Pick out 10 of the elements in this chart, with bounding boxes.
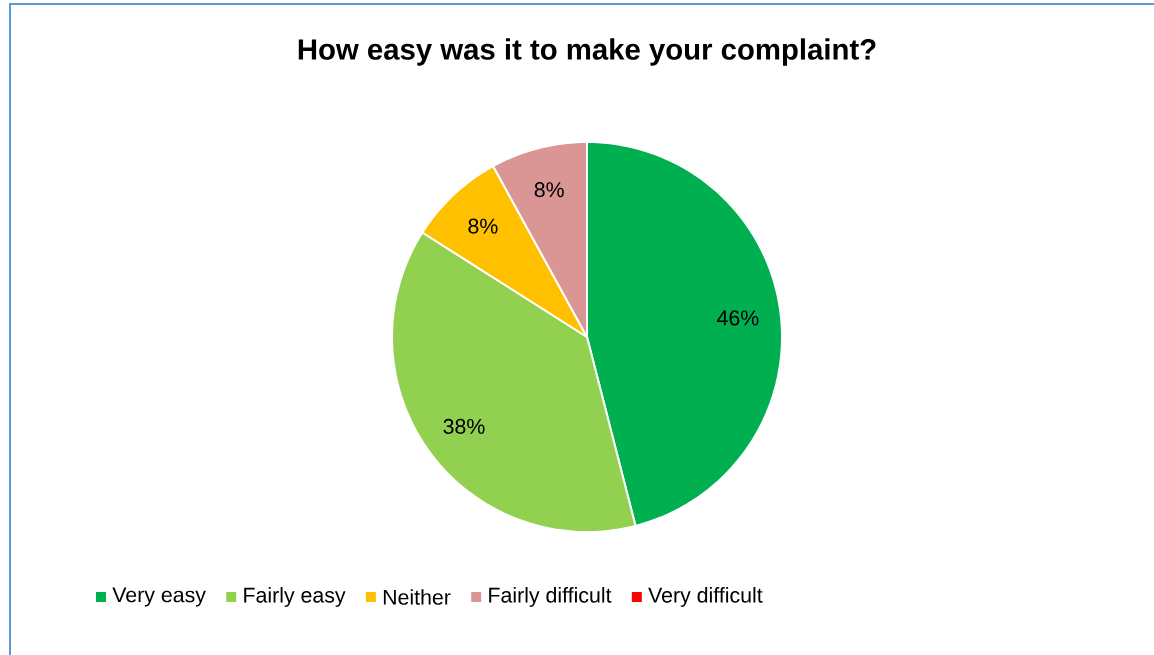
data-label: 46% <box>717 310 759 326</box>
legend-label: Neither <box>383 589 451 605</box>
legend-label: Fairly easy <box>244 587 346 607</box>
chart-title: How easy was it to make your complaint? <box>298 38 876 66</box>
legend-label: Very easy <box>112 587 206 607</box>
data-label: 8% <box>468 218 498 234</box>
data-label: 38% <box>443 418 485 434</box>
legend-label: Very difficult <box>648 587 763 607</box>
data-label: 8% <box>534 182 564 198</box>
legend-label: Fairly difficult <box>489 587 612 607</box>
